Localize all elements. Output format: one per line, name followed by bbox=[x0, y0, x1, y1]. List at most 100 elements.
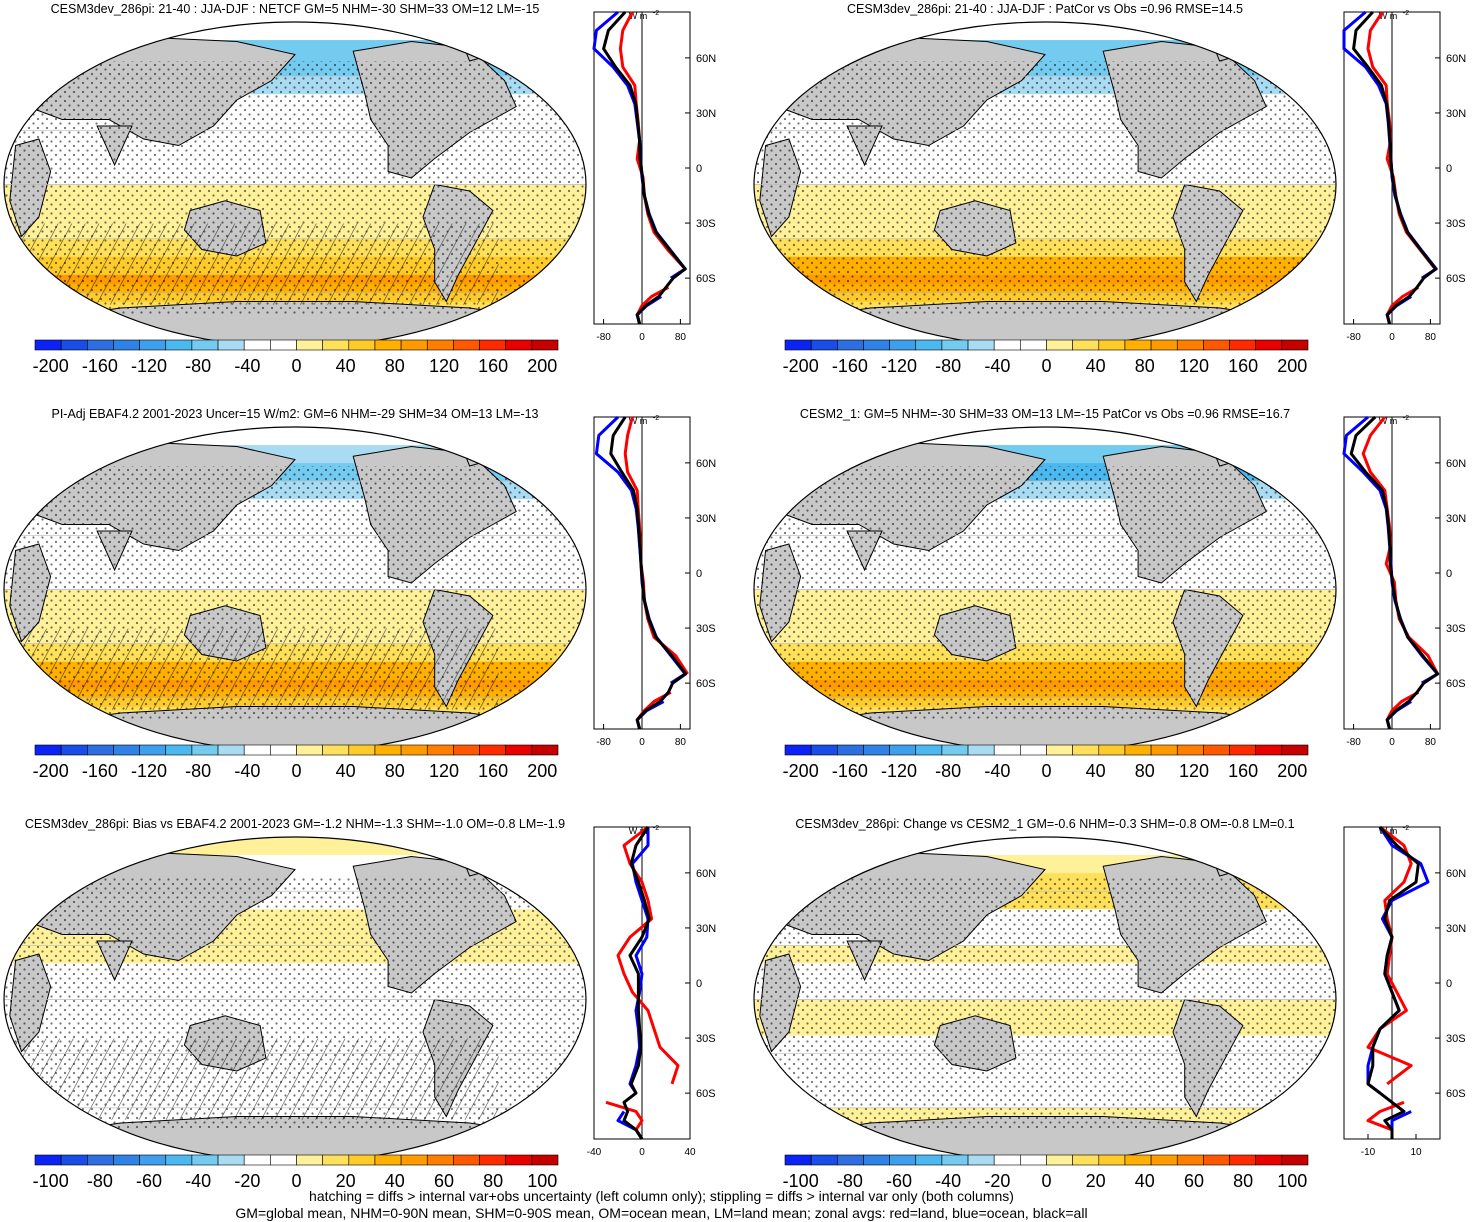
lat-tick-label: 30N bbox=[696, 923, 716, 935]
colorbar-cell bbox=[1281, 744, 1309, 756]
zonal-unit-sup: -2 bbox=[653, 415, 659, 422]
colorbar-cell bbox=[863, 1154, 890, 1166]
map bbox=[4, 22, 586, 347]
footer-line-1: hatching = diffs > internal var+obs unce… bbox=[309, 1188, 1014, 1204]
colorbar-cell bbox=[165, 339, 193, 351]
colorbar-tick-label: 40 bbox=[336, 356, 356, 376]
colorbar-cell bbox=[34, 744, 62, 756]
lat-tick-label: 60S bbox=[696, 1088, 716, 1100]
colorbar: -100 -80 -60 -40 -20 0 20 40 60 80 100 bbox=[783, 1154, 1309, 1191]
colorbar-cell bbox=[1176, 339, 1204, 351]
colorbar-cell bbox=[505, 339, 533, 351]
colorbar-tick-label: -60 bbox=[136, 1171, 162, 1191]
lat-tick-label: 60S bbox=[1446, 1088, 1466, 1100]
panel-title: CESM2_1: GM=5 NHM=-30 SHM=33 OM=13 LM=-1… bbox=[800, 407, 1290, 421]
lat-tick-label: 30N bbox=[1446, 923, 1466, 935]
colorbar-cell bbox=[810, 339, 838, 351]
zonal-panel: W m -2 60N 30N 0 30S 60S -10 10 bbox=[1343, 825, 1466, 1158]
colorbar-tick-label: 40 bbox=[385, 1171, 405, 1191]
map bbox=[754, 22, 1336, 347]
x-tick-label: -80 bbox=[596, 332, 611, 343]
x-tick-label: -80 bbox=[1346, 737, 1361, 748]
colorbar-cell bbox=[113, 1154, 140, 1166]
colorbar-cell bbox=[915, 1154, 943, 1166]
x-tick-label: 0 bbox=[1389, 332, 1395, 343]
colorbar-cell bbox=[531, 744, 559, 756]
colorbar-cell bbox=[941, 1154, 969, 1166]
colorbar-tick-label: 40 bbox=[336, 761, 356, 781]
colorbar-tick-label: -80 bbox=[935, 356, 961, 376]
lat-tick-label: 0 bbox=[1446, 163, 1452, 175]
colorbar-tick-label: -40 bbox=[234, 761, 260, 781]
colorbar-tick-label: 0 bbox=[291, 761, 301, 781]
colorbar-cell bbox=[374, 1154, 402, 1166]
colorbar-cell bbox=[165, 1154, 193, 1166]
zonal-unit-label: W m bbox=[629, 11, 648, 21]
panel-5: CESM3dev_286pi: Bias vs EBAF4.2 2001-202… bbox=[3, 817, 716, 1191]
map-band bbox=[4, 22, 586, 42]
lat-tick-label: 60N bbox=[696, 53, 716, 65]
colorbar-cell bbox=[531, 1154, 559, 1166]
colorbar-cell bbox=[479, 339, 506, 351]
colorbar-tick-label: 200 bbox=[1277, 761, 1307, 781]
zonal-unit-label: W m bbox=[1379, 826, 1398, 836]
colorbar-tick-label: 20 bbox=[1086, 1171, 1106, 1191]
colorbar-cell bbox=[889, 744, 917, 756]
lat-tick-label: 60N bbox=[1446, 458, 1466, 470]
zonal-line-all bbox=[609, 416, 688, 730]
colorbar-tick-label: -120 bbox=[131, 356, 167, 376]
map-band bbox=[4, 427, 586, 447]
colorbar: -200 -160 -120 -80 -40 0 40 80 120 160 200 bbox=[783, 339, 1309, 376]
map-band bbox=[754, 445, 1336, 465]
colorbar-cell bbox=[993, 339, 1021, 351]
colorbar-cell bbox=[836, 339, 864, 351]
colorbar-cell bbox=[1176, 1154, 1204, 1166]
colorbar-tick-label: 120 bbox=[1179, 761, 1209, 781]
colorbar-tick-label: 40 bbox=[1135, 1171, 1155, 1191]
colorbar-tick-label: -160 bbox=[82, 356, 118, 376]
colorbar-tick-label: -40 bbox=[984, 356, 1010, 376]
colorbar-cell bbox=[1046, 339, 1073, 351]
panel-2: CESM3dev_286pi: 21-40 : JJA-DJF : PatCor… bbox=[753, 2, 1466, 376]
lat-tick-label: 0 bbox=[696, 978, 702, 990]
colorbar-tick-label: -80 bbox=[185, 356, 211, 376]
colorbar-cell bbox=[1046, 1154, 1073, 1166]
colorbar-cell bbox=[296, 1154, 323, 1166]
colorbar-cell bbox=[1098, 744, 1126, 756]
colorbar-tick-label: 160 bbox=[478, 761, 508, 781]
colorbar-tick-label: 0 bbox=[291, 1171, 301, 1191]
zonal-unit-sup: -2 bbox=[1403, 825, 1409, 832]
x-tick-label: 0 bbox=[639, 737, 645, 748]
lat-tick-label: 30S bbox=[696, 623, 716, 635]
colorbar-tick-label: 200 bbox=[527, 761, 557, 781]
zonal-unit-label: W m bbox=[1379, 416, 1398, 426]
colorbar-cell bbox=[863, 339, 890, 351]
colorbar-tick-label: 60 bbox=[1184, 1171, 1204, 1191]
colorbar-cell bbox=[113, 339, 140, 351]
colorbar-cell bbox=[967, 1154, 995, 1166]
colorbar-cell bbox=[426, 1154, 454, 1166]
colorbar-cell bbox=[1098, 339, 1126, 351]
colorbar-tick-label: 0 bbox=[1041, 761, 1051, 781]
colorbar: -200 -160 -120 -80 -40 0 40 80 120 160 200 bbox=[33, 339, 559, 376]
colorbar-cell bbox=[1072, 339, 1100, 351]
colorbar-cell bbox=[810, 744, 838, 756]
colorbar-cell bbox=[60, 1154, 88, 1166]
colorbar-cell bbox=[322, 339, 350, 351]
x-tick-label: -80 bbox=[1346, 332, 1361, 343]
zonal-unit-sup: -2 bbox=[653, 825, 659, 832]
colorbar-tick-label: -120 bbox=[881, 356, 917, 376]
map-band bbox=[754, 40, 1336, 60]
zonal-line-all bbox=[1349, 415, 1440, 730]
colorbar-cell bbox=[322, 744, 350, 756]
colorbar-cell bbox=[1255, 339, 1283, 351]
colorbar-cell bbox=[479, 1154, 506, 1166]
hatching bbox=[4, 628, 499, 710]
colorbar-cell bbox=[1229, 744, 1257, 756]
map-band bbox=[4, 445, 586, 465]
colorbar-cell bbox=[1150, 1154, 1178, 1166]
colorbar-cell bbox=[967, 339, 995, 351]
colorbar-tick-label: 0 bbox=[1041, 1171, 1051, 1191]
colorbar-cell bbox=[1072, 744, 1100, 756]
zonal-line-all bbox=[1366, 825, 1420, 1139]
